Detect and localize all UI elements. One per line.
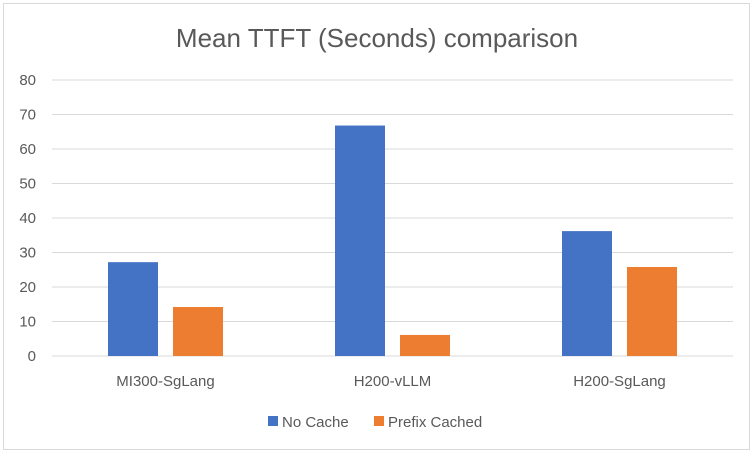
- x-tick-label: H200-SgLang: [573, 373, 666, 390]
- chart-title: Mean TTFT (Seconds) comparison: [176, 23, 578, 53]
- y-tick-label: 60: [19, 141, 36, 158]
- y-tick-label: 70: [19, 107, 36, 124]
- y-tick-label: 40: [19, 210, 36, 227]
- bar-no-cache: [562, 231, 612, 356]
- bar-prefix-cached: [400, 334, 450, 356]
- y-tick-label: 30: [19, 245, 36, 262]
- legend-label: No Cache: [282, 414, 349, 431]
- y-axis-ticks: 0 10 20 30 40 50 60 70 80: [19, 72, 36, 365]
- y-tick-label: 10: [19, 314, 36, 331]
- legend-swatch: [374, 416, 384, 426]
- x-tick-label: MI300-SgLang: [116, 373, 214, 390]
- x-tick-label: H200-vLLM: [354, 373, 432, 390]
- bar-no-cache: [335, 125, 385, 356]
- y-tick-label: 20: [19, 279, 36, 296]
- bars: [108, 125, 677, 356]
- legend-swatch: [268, 416, 278, 426]
- legend: No Cache Prefix Cached: [268, 414, 482, 431]
- gridlines: [52, 79, 733, 357]
- bar-prefix-cached: [627, 266, 677, 356]
- x-axis-ticks: MI300-SgLang H200-vLLM H200-SgLang: [116, 373, 665, 390]
- legend-label: Prefix Cached: [388, 414, 482, 431]
- y-tick-label: 80: [19, 72, 36, 89]
- y-tick-label: 50: [19, 176, 36, 193]
- bar-prefix-cached: [173, 307, 223, 356]
- y-tick-label: 0: [28, 348, 36, 365]
- bar-no-cache: [108, 262, 158, 356]
